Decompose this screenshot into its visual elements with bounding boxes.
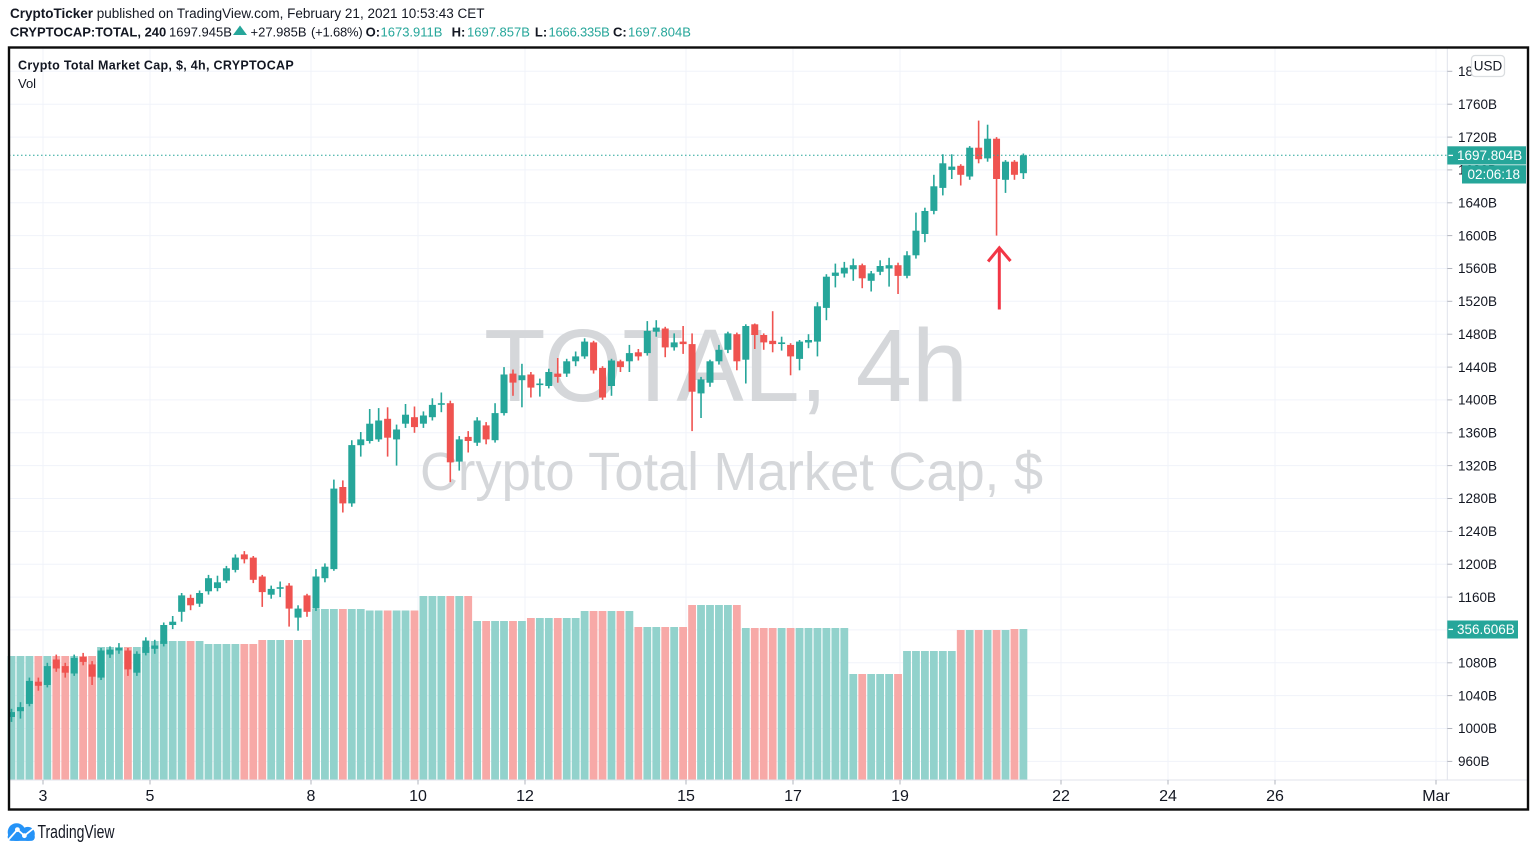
svg-text:960B: 960B	[1458, 754, 1490, 769]
svg-text:1760B: 1760B	[1458, 97, 1497, 112]
svg-text:1440B: 1440B	[1458, 360, 1497, 375]
svg-text:15: 15	[677, 788, 695, 805]
svg-text:22: 22	[1052, 788, 1070, 805]
svg-text:10: 10	[409, 788, 427, 805]
svg-text:TOTAL, 4h: TOTAL, 4h	[484, 308, 968, 423]
svg-text:1720B: 1720B	[1458, 130, 1497, 145]
svg-text:26: 26	[1266, 788, 1284, 805]
svg-text:1320B: 1320B	[1458, 458, 1497, 473]
svg-text:19: 19	[891, 788, 909, 805]
svg-text:TradingView: TradingView	[38, 822, 116, 842]
svg-text:356.606B: 356.606B	[1457, 622, 1515, 637]
svg-text:1360B: 1360B	[1458, 426, 1497, 441]
svg-text:1040B: 1040B	[1458, 688, 1497, 703]
svg-text:Crypto Total Market Cap, $: Crypto Total Market Cap, $	[420, 442, 1043, 502]
svg-text:1000B: 1000B	[1458, 721, 1497, 736]
svg-text:3: 3	[39, 788, 48, 805]
svg-text:1240B: 1240B	[1458, 524, 1497, 539]
svg-text:17: 17	[784, 788, 802, 805]
svg-text:1200B: 1200B	[1458, 557, 1497, 572]
svg-text:02:06:18: 02:06:18	[1468, 167, 1521, 182]
svg-text:1080B: 1080B	[1458, 656, 1497, 671]
svg-text:12: 12	[516, 788, 534, 805]
svg-text:CryptoTicker published on Trad: CryptoTicker published on TradingView.co…	[10, 6, 485, 21]
svg-text:8: 8	[307, 788, 316, 805]
svg-text:Vol: Vol	[18, 76, 36, 91]
svg-text:1480B: 1480B	[1458, 327, 1497, 342]
svg-text:1640B: 1640B	[1458, 196, 1497, 211]
svg-text:USD: USD	[1474, 59, 1503, 74]
svg-text:1160B: 1160B	[1458, 590, 1496, 605]
svg-text:1697.804B: 1697.804B	[1457, 148, 1522, 163]
svg-text:24: 24	[1159, 788, 1177, 805]
svg-text:Mar: Mar	[1422, 788, 1450, 805]
svg-text:1400B: 1400B	[1458, 393, 1497, 408]
svg-text:1280B: 1280B	[1458, 491, 1497, 506]
svg-text:1600B: 1600B	[1458, 228, 1497, 243]
svg-text:1520B: 1520B	[1458, 294, 1497, 309]
svg-text:1560B: 1560B	[1458, 261, 1497, 276]
svg-text:5: 5	[146, 788, 155, 805]
svg-text:Crypto Total Market Cap, $, 4h: Crypto Total Market Cap, $, 4h, CRYPTOCA…	[18, 59, 294, 73]
